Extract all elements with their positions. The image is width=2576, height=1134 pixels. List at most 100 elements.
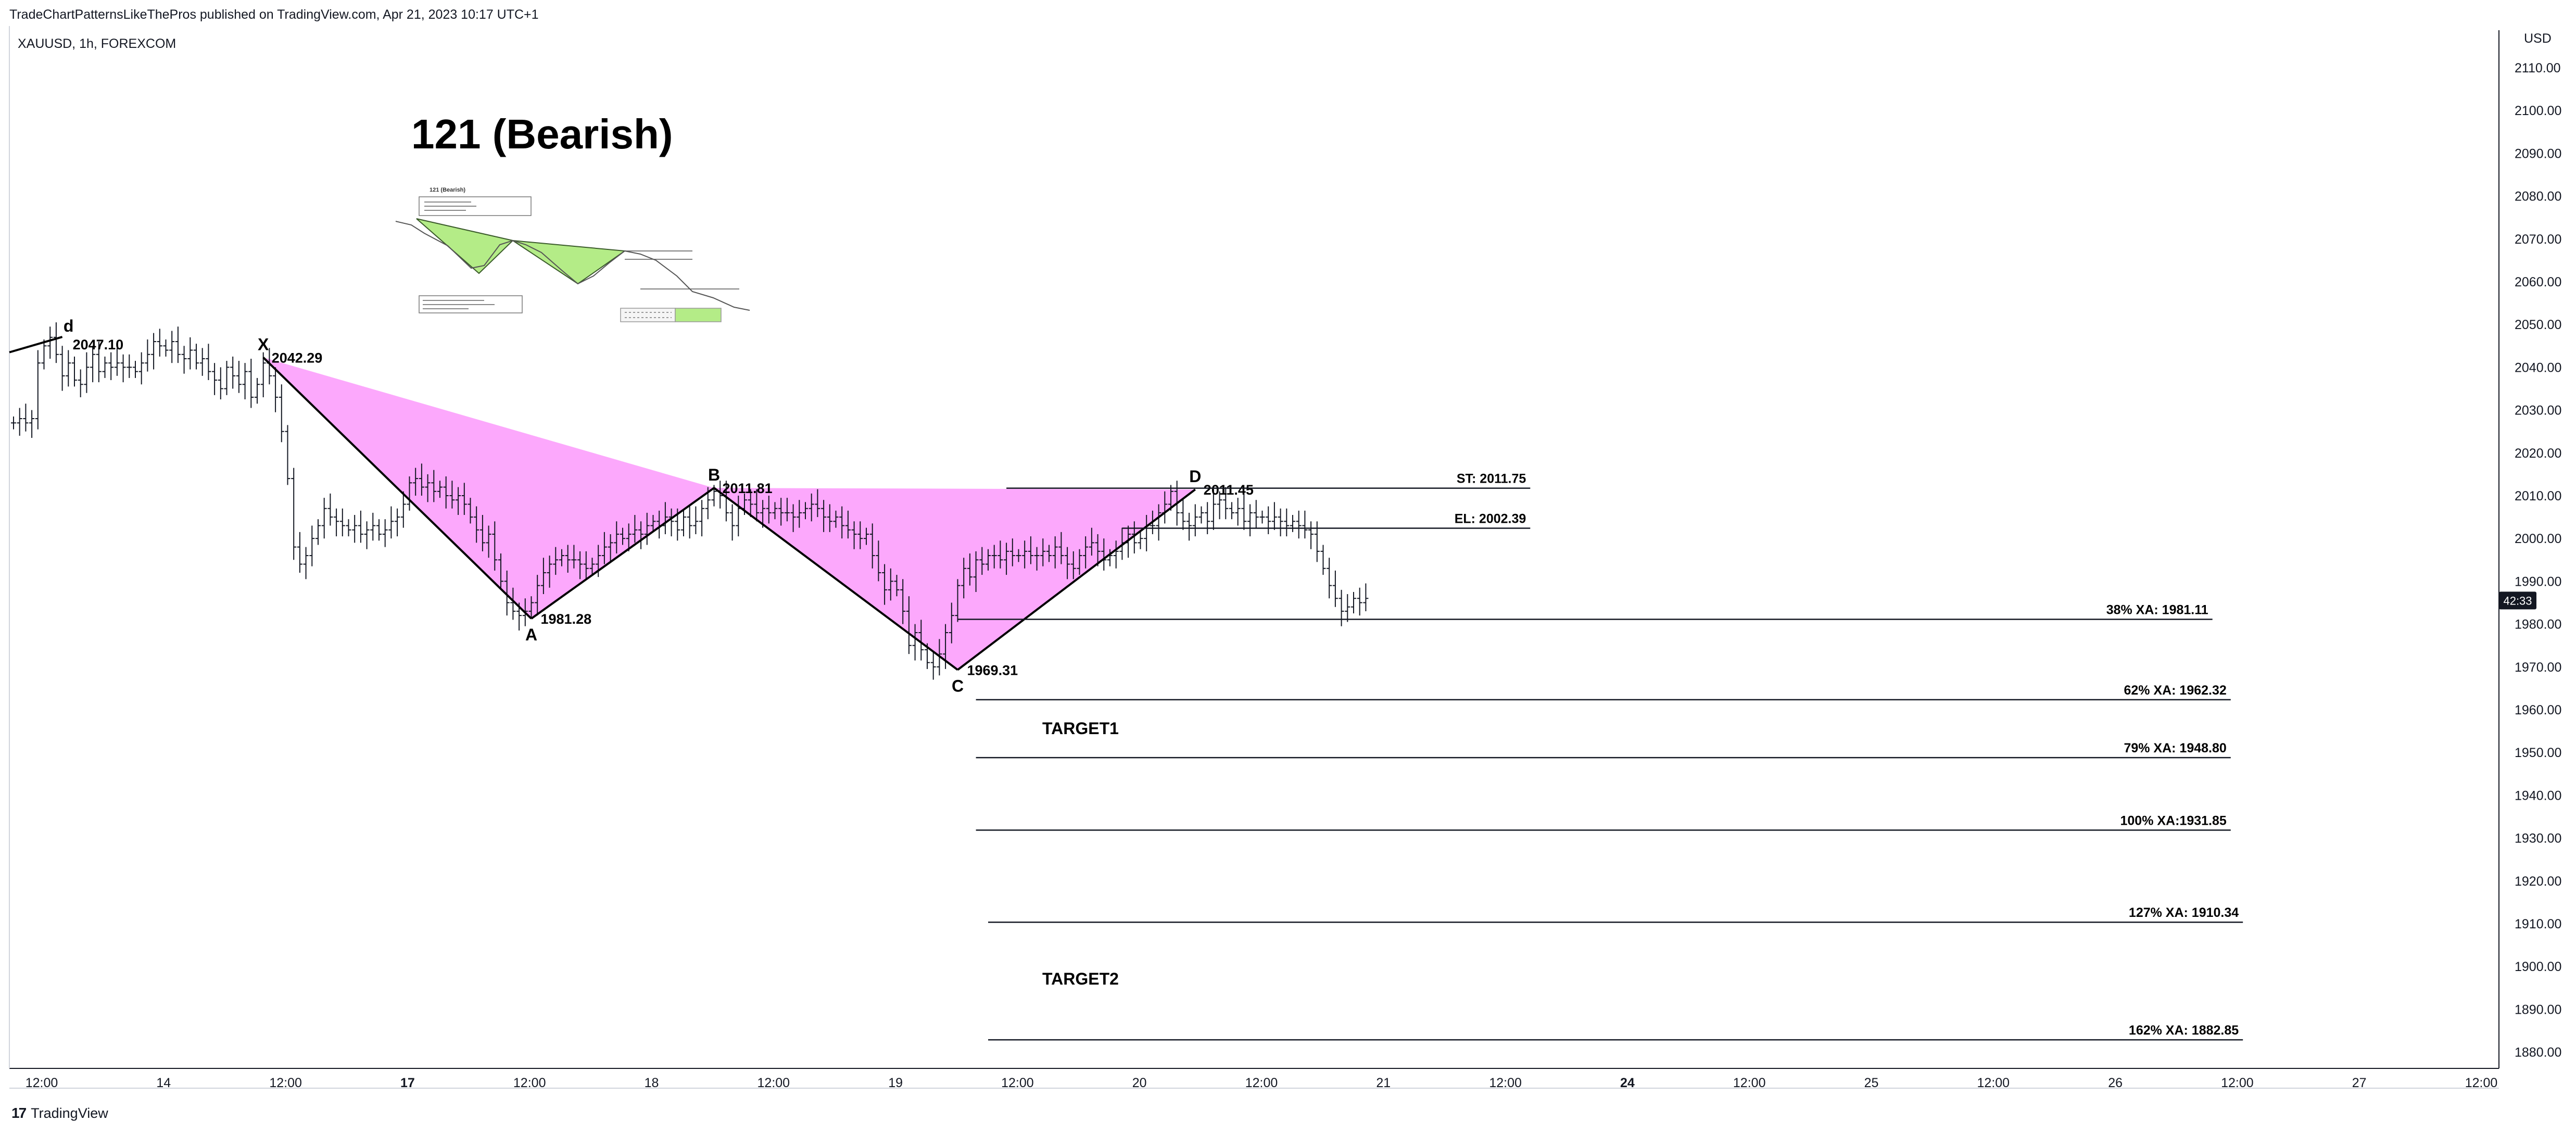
candle bbox=[474, 506, 479, 543]
x-tick-label: 25 bbox=[1864, 1076, 1879, 1090]
x-tick-label: 20 bbox=[1132, 1076, 1147, 1090]
candle bbox=[510, 587, 516, 620]
candle bbox=[869, 523, 875, 569]
candle bbox=[321, 498, 327, 539]
y-tick-label: 1990.00 bbox=[2515, 574, 2561, 589]
candle bbox=[1241, 493, 1247, 530]
current-price-badge-text: 42:33 bbox=[2503, 594, 2532, 607]
candle bbox=[809, 493, 814, 522]
candle bbox=[1095, 534, 1101, 566]
candle bbox=[1296, 510, 1302, 539]
candle bbox=[644, 512, 650, 545]
y-tick-label: 1890.00 bbox=[2515, 1002, 2561, 1017]
candle bbox=[973, 551, 979, 592]
candle bbox=[882, 564, 888, 605]
pattern-legs bbox=[9, 336, 1196, 671]
candle bbox=[681, 510, 686, 537]
x-tick-label: 14 bbox=[156, 1076, 171, 1090]
candle bbox=[108, 352, 114, 381]
candle bbox=[285, 425, 291, 485]
candle bbox=[748, 489, 753, 518]
candle bbox=[1290, 514, 1295, 532]
candle bbox=[339, 508, 345, 537]
level-label: 162% XA: 1882.85 bbox=[2129, 1023, 2239, 1038]
candle bbox=[535, 575, 540, 616]
candle bbox=[1198, 506, 1204, 524]
candle bbox=[41, 339, 47, 370]
pattern-point-value: 1969.31 bbox=[967, 662, 1018, 678]
y-tick-label: 1950.00 bbox=[2515, 746, 2561, 760]
candle bbox=[650, 514, 656, 532]
candle bbox=[827, 504, 832, 532]
candle bbox=[395, 508, 400, 537]
candle bbox=[1180, 498, 1186, 530]
candle bbox=[486, 525, 491, 558]
candle bbox=[797, 500, 802, 528]
candle bbox=[577, 551, 583, 579]
candle bbox=[1314, 521, 1320, 562]
candle bbox=[1070, 551, 1076, 579]
candle bbox=[1266, 506, 1271, 534]
candle bbox=[1327, 558, 1332, 599]
candle bbox=[888, 568, 893, 601]
pattern-triangle-xab bbox=[263, 357, 714, 619]
candle bbox=[1192, 504, 1198, 537]
candle bbox=[145, 339, 150, 372]
y-tick-label: 2010.00 bbox=[2515, 489, 2561, 503]
candle bbox=[668, 508, 674, 537]
candle bbox=[181, 346, 187, 374]
candle bbox=[194, 344, 199, 370]
candle bbox=[120, 354, 126, 383]
candle bbox=[571, 545, 577, 569]
pattern-triangle-bcd bbox=[714, 488, 1195, 670]
y-tick-label: 2080.00 bbox=[2515, 190, 2561, 204]
candle bbox=[1156, 504, 1161, 541]
price-axis[interactable]: 2110.00 2100.00 2090.00 2080.00 2070.00 2060.… bbox=[2515, 61, 2561, 1060]
candle bbox=[815, 489, 820, 518]
candle bbox=[1253, 500, 1259, 528]
candle bbox=[687, 506, 692, 539]
candle bbox=[1004, 543, 1009, 575]
candle bbox=[114, 348, 120, 376]
candle bbox=[327, 493, 333, 526]
candle bbox=[255, 377, 260, 404]
candle bbox=[218, 367, 223, 400]
candle bbox=[918, 620, 924, 661]
y-tick-label: 1980.00 bbox=[2515, 618, 2561, 632]
y-tick-label: 1910.00 bbox=[2515, 917, 2561, 931]
candle bbox=[364, 521, 370, 549]
y-tick-label: 2090.00 bbox=[2515, 146, 2561, 161]
candle bbox=[778, 498, 784, 526]
x-tick-label: 12:00 bbox=[1489, 1076, 1522, 1090]
tradingview-brand[interactable]: 17 TradingView bbox=[11, 1105, 108, 1122]
candle bbox=[699, 500, 705, 537]
tradingview-logo-icon: 17 bbox=[11, 1105, 27, 1121]
candle bbox=[157, 329, 162, 357]
candle bbox=[187, 337, 193, 370]
time-axis[interactable]: 12:00 14 12:00 17 12:00 18 12:00 19 12:00 20 12:00… bbox=[26, 1076, 2498, 1090]
candle bbox=[468, 498, 473, 524]
x-tick-label: 21 bbox=[1376, 1076, 1391, 1090]
candle bbox=[334, 508, 339, 537]
candle bbox=[492, 521, 498, 571]
candle bbox=[1308, 521, 1314, 549]
pattern-leg bbox=[957, 488, 1196, 671]
candle bbox=[248, 358, 254, 408]
candle bbox=[66, 350, 71, 387]
candle bbox=[479, 514, 485, 551]
candle bbox=[138, 352, 144, 385]
candle bbox=[1009, 538, 1015, 566]
candle bbox=[498, 553, 503, 588]
current-price-badge-bg bbox=[2499, 591, 2536, 610]
candle bbox=[589, 558, 595, 575]
candle bbox=[206, 344, 211, 381]
x-tick-label: 12:00 bbox=[2465, 1076, 2498, 1090]
candle bbox=[437, 481, 443, 498]
candle bbox=[297, 532, 302, 573]
candle bbox=[1217, 491, 1222, 520]
x-tick-label: 18 bbox=[645, 1076, 659, 1090]
candle bbox=[790, 504, 796, 532]
candle bbox=[979, 547, 985, 575]
currency-label: USD bbox=[2524, 31, 2552, 46]
